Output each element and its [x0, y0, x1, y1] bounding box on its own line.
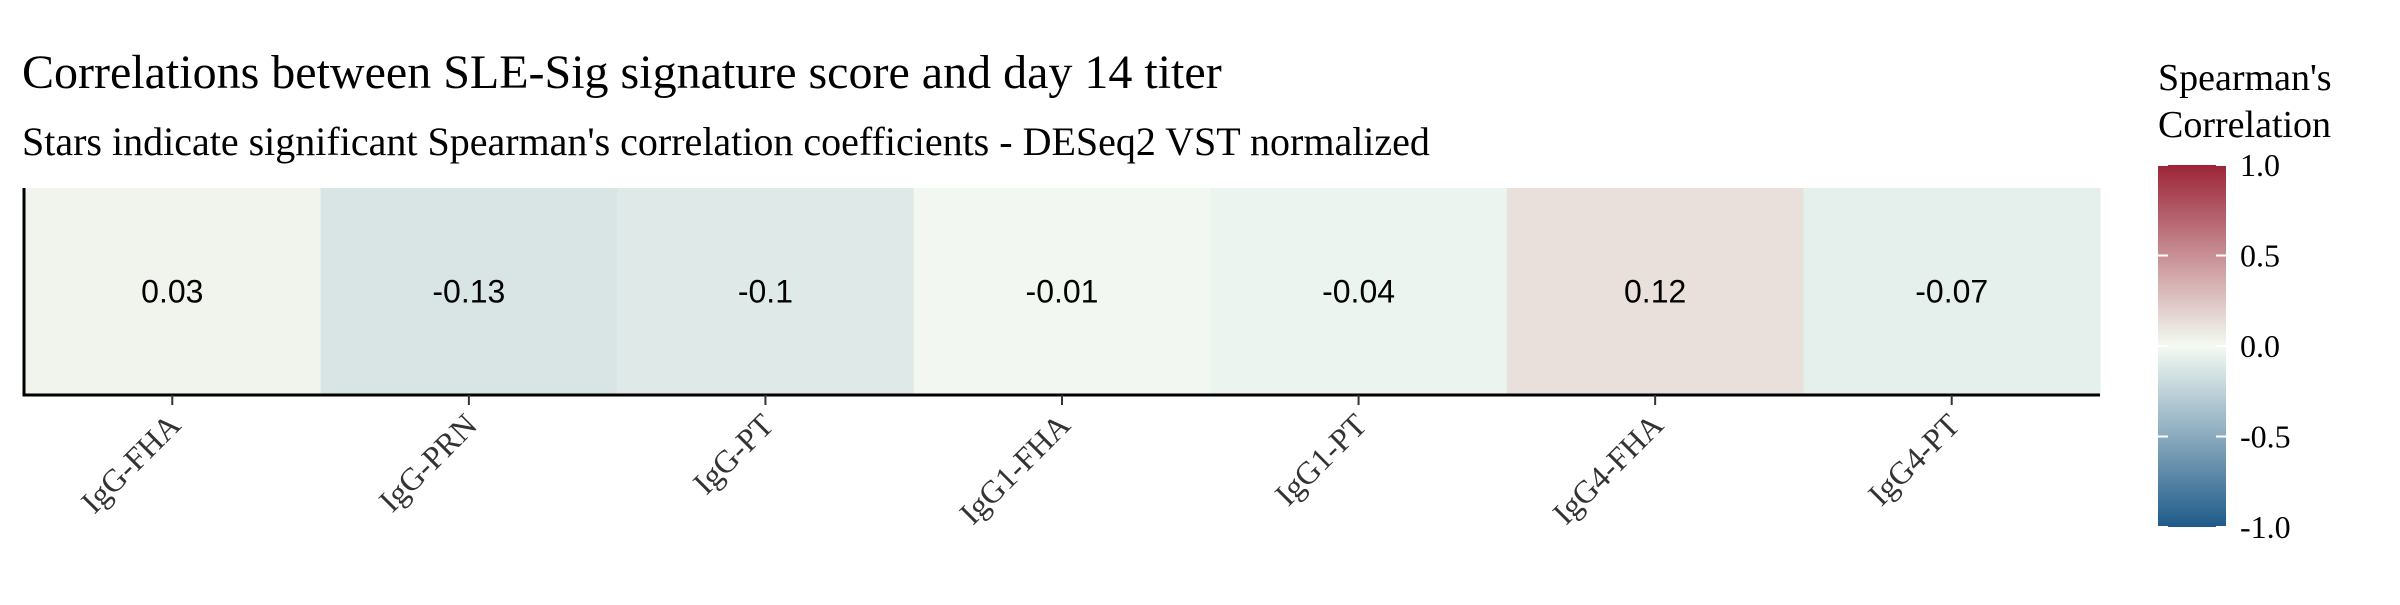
- heatmap-cell-igg4-pt: [1803, 188, 2101, 395]
- legend-tick-label: -0.5: [2240, 419, 2291, 455]
- legend-title-line1: Spearman's: [2158, 57, 2332, 99]
- x-tick-label: IgG4-PT: [1861, 406, 1967, 512]
- legend-title-line2: Correlation: [2158, 104, 2331, 146]
- cell-value-label: 0.03: [141, 274, 203, 310]
- cell-value-label: -0.01: [1026, 274, 1099, 310]
- color-legend: Spearman's Correlation 1.0 0.5 0.0 -0.5 -1.0: [2158, 57, 2332, 545]
- heatmap-cell-igg1-pt: [1210, 188, 1508, 395]
- heatmap-cell-igg-prn: [320, 188, 618, 395]
- x-tick-label: IgG-PRN: [372, 406, 484, 518]
- cell-value-label: 0.12: [1624, 274, 1686, 310]
- heatmap-cells: 0.03 -0.13 -0.1 -0.01 -0.04 0.12 -0.07: [24, 188, 2101, 395]
- heatmap-cell-igg-pt: [617, 188, 915, 395]
- legend-ticks: 1.0 0.5 0.0 -0.5 -1.0: [2158, 147, 2291, 545]
- x-tick-label: IgG1-FHA: [952, 406, 1077, 531]
- cell-value-label: -0.07: [1915, 274, 1988, 310]
- x-tick-label: IgG4-FHA: [1545, 406, 1670, 531]
- x-axis-ticks: IgG-FHA IgG-PRN IgG-PT IgG1-FHA IgG1-PT IgG4-…: [74, 395, 1967, 531]
- x-tick-label: IgG-FHA: [74, 406, 187, 519]
- heatmap-cell-igg1-fha: [913, 188, 1211, 395]
- heatmap-cell-igg4-fha: [1506, 188, 1804, 395]
- cell-value-label: -0.13: [432, 274, 505, 310]
- legend-tick-label: -1.0: [2240, 509, 2291, 545]
- legend-tick-label: 0.0: [2240, 328, 2280, 364]
- legend-tick-label: 0.5: [2240, 238, 2280, 274]
- heatmap-cell-igg-fha: [24, 188, 322, 395]
- chart-title: Correlations between SLE-Sig signature s…: [22, 46, 1222, 99]
- x-tick-label: IgG-PT: [686, 406, 781, 501]
- chart-subtitle: Stars indicate significant Spearman's co…: [22, 119, 1430, 164]
- legend-tick-label: 1.0: [2240, 147, 2280, 183]
- cell-value-label: -0.04: [1322, 274, 1395, 310]
- legend-colorbar: [2158, 165, 2226, 527]
- cell-value-label: -0.1: [738, 274, 793, 310]
- x-tick-label: IgG1-PT: [1268, 406, 1374, 512]
